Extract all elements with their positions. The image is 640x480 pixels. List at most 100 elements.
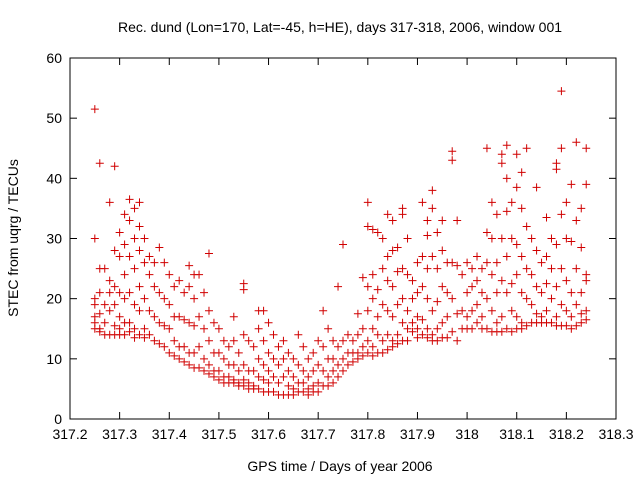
x-tick-label: 317.7 bbox=[301, 426, 336, 442]
data-point bbox=[393, 243, 402, 252]
data-point bbox=[204, 306, 213, 315]
y-axis: 0 10 20 30 40 50 60 bbox=[46, 50, 616, 427]
data-point bbox=[279, 354, 288, 363]
data-point bbox=[304, 354, 313, 363]
data-point bbox=[562, 198, 571, 207]
data-point bbox=[438, 282, 447, 291]
data-point bbox=[482, 324, 491, 333]
data-point bbox=[482, 258, 491, 267]
data-point bbox=[582, 276, 591, 285]
data-point bbox=[304, 372, 313, 381]
data-point bbox=[512, 150, 521, 159]
data-point bbox=[373, 330, 382, 339]
data-point bbox=[383, 306, 392, 315]
data-point bbox=[517, 252, 526, 261]
data-point bbox=[542, 279, 551, 288]
data-point bbox=[492, 318, 501, 327]
data-point bbox=[458, 270, 467, 279]
data-point bbox=[185, 318, 194, 327]
data-point bbox=[358, 324, 367, 333]
y-tick-label: 0 bbox=[54, 411, 62, 427]
data-point bbox=[383, 276, 392, 285]
data-point bbox=[497, 159, 506, 168]
data-point bbox=[125, 216, 134, 225]
data-point bbox=[438, 318, 447, 327]
data-point bbox=[453, 216, 462, 225]
data-point bbox=[567, 180, 576, 189]
data-point bbox=[463, 288, 472, 297]
data-point bbox=[140, 234, 149, 243]
data-point bbox=[264, 378, 273, 387]
data-point bbox=[527, 234, 536, 243]
data-point bbox=[408, 294, 417, 303]
data-point bbox=[329, 378, 338, 387]
data-point bbox=[125, 195, 134, 204]
data-point bbox=[160, 321, 169, 330]
data-point bbox=[343, 360, 352, 369]
data-point bbox=[512, 270, 521, 279]
data-point bbox=[363, 282, 372, 291]
data-point bbox=[269, 372, 278, 381]
data-point bbox=[577, 318, 586, 327]
data-point bbox=[90, 300, 99, 309]
data-point bbox=[180, 288, 189, 297]
data-point bbox=[353, 330, 362, 339]
data-point bbox=[522, 264, 531, 273]
data-point bbox=[443, 333, 452, 342]
data-point bbox=[582, 180, 591, 189]
data-point bbox=[433, 336, 442, 345]
data-point bbox=[279, 372, 288, 381]
data-point bbox=[269, 354, 278, 363]
data-point bbox=[95, 159, 104, 168]
data-point bbox=[517, 204, 526, 213]
y-tick-label: 30 bbox=[46, 231, 62, 247]
data-point bbox=[334, 342, 343, 351]
data-point bbox=[150, 336, 159, 345]
data-point bbox=[403, 324, 412, 333]
data-point bbox=[413, 312, 422, 321]
x-tick-label: 317.5 bbox=[201, 426, 236, 442]
x-tick-label: 317.3 bbox=[102, 426, 137, 442]
data-point bbox=[229, 312, 238, 321]
data-point bbox=[537, 258, 546, 267]
data-point bbox=[200, 288, 209, 297]
data-point bbox=[408, 276, 417, 285]
data-point bbox=[507, 306, 516, 315]
data-point bbox=[522, 222, 531, 231]
data-point bbox=[259, 360, 268, 369]
data-point bbox=[339, 336, 347, 345]
data-point bbox=[393, 339, 402, 348]
data-point bbox=[572, 138, 581, 147]
data-point bbox=[423, 216, 432, 225]
data-point bbox=[532, 309, 541, 318]
data-point bbox=[329, 336, 338, 345]
data-point bbox=[482, 294, 491, 303]
data-point bbox=[423, 231, 432, 240]
data-point bbox=[363, 306, 372, 315]
data-point bbox=[567, 324, 576, 333]
data-point bbox=[582, 144, 591, 153]
data-point bbox=[110, 300, 119, 309]
data-point bbox=[562, 234, 571, 243]
data-point bbox=[428, 306, 437, 315]
data-point bbox=[214, 375, 223, 384]
data-point bbox=[453, 309, 462, 318]
data-point bbox=[185, 261, 194, 270]
data-point bbox=[309, 366, 318, 375]
data-point bbox=[413, 324, 422, 333]
data-point bbox=[403, 234, 412, 243]
data-point bbox=[413, 288, 422, 297]
data-point bbox=[284, 381, 293, 390]
data-point bbox=[135, 198, 144, 207]
data-point bbox=[393, 330, 402, 339]
data-point bbox=[324, 381, 333, 390]
data-point bbox=[264, 348, 273, 357]
data-point bbox=[463, 258, 472, 267]
data-point bbox=[423, 294, 432, 303]
data-point bbox=[150, 258, 159, 267]
data-point bbox=[200, 324, 209, 333]
data-point bbox=[373, 285, 382, 294]
data-point bbox=[90, 234, 99, 243]
data-point bbox=[324, 372, 333, 381]
